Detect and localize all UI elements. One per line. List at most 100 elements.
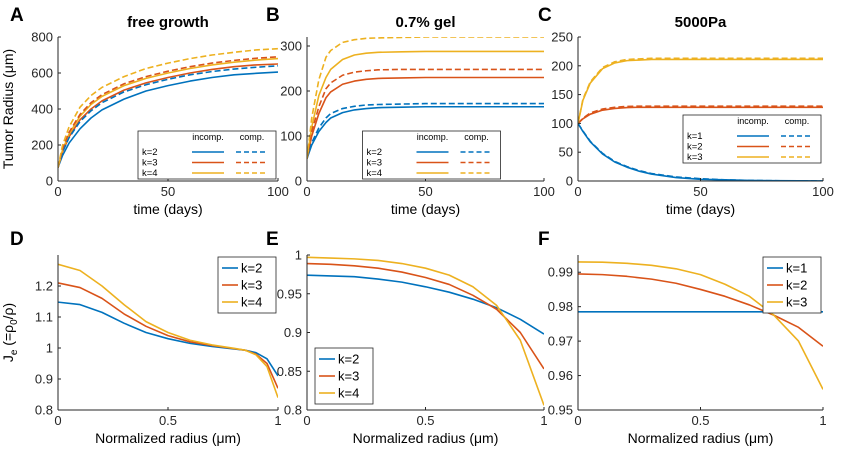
- legend: k=1 k=2 k=3: [762, 256, 822, 314]
- series-line-k-3-comp-: [307, 68, 544, 159]
- x-axis-label: Normalized radius (μm): [353, 430, 499, 446]
- y-tick-label: 200: [31, 138, 53, 153]
- panel-letter: E: [266, 229, 279, 250]
- legend-header-incomp: incomp.: [737, 116, 769, 126]
- legend: incomp. comp. k=2k=3k=4: [362, 130, 501, 180]
- legend-label: k=4: [241, 295, 262, 310]
- y-tick-label: 100: [551, 116, 573, 131]
- y-tick-label: 1.2: [35, 279, 53, 294]
- series-line-k-2-incomp-: [578, 106, 823, 124]
- series-line-k-2: [58, 301, 278, 377]
- y-tick-label: 300: [280, 39, 302, 54]
- y-tick-label: 150: [551, 87, 573, 102]
- x-tick-label: 1: [274, 413, 281, 428]
- y-tick-label: 0.97: [548, 334, 573, 349]
- series-line-k-2-incomp-: [58, 71, 278, 168]
- y-tick-label: 1: [295, 248, 302, 263]
- panel-letter: B: [266, 5, 280, 26]
- legend-box: [682, 114, 822, 164]
- series-group: [307, 37, 544, 159]
- legend-label: k=4: [367, 168, 383, 179]
- x-tick-label: 0: [574, 184, 581, 199]
- panel-letter: C: [538, 5, 552, 26]
- legend-header-comp: comp.: [785, 116, 810, 126]
- legend: incomp. comp. k=1k=2k=3: [682, 114, 822, 164]
- x-axis-label: time (days): [391, 201, 460, 217]
- series-line-k-4-comp-: [307, 37, 544, 159]
- legend-label: k=3: [241, 278, 262, 293]
- y-tick-label: 0.98: [548, 299, 573, 314]
- x-tick-label: 0.5: [159, 413, 177, 428]
- series-line-k-4-incomp-: [58, 57, 278, 168]
- y-tick-label: 100: [280, 129, 302, 144]
- legend-label: k=2: [786, 278, 807, 293]
- x-tick-label: 50: [161, 184, 175, 199]
- series-line-k-1-comp-: [578, 122, 823, 181]
- legend-label: k=3: [367, 158, 383, 169]
- panel-c: 0 50 100 0 50 100 150 200 250 time (days) 5000Pa Ci…: [538, 5, 834, 217]
- y-tick-label: 0.95: [277, 286, 302, 301]
- x-axis-label: time (days): [133, 201, 202, 217]
- x-tick-label: 0.5: [416, 413, 434, 428]
- x-tick-label: 0: [54, 184, 61, 199]
- panel-letter: D: [10, 229, 24, 250]
- legend: k=2 k=3 k=4: [217, 256, 277, 314]
- series-group: [58, 263, 278, 398]
- legend-label: k=2: [687, 142, 703, 153]
- x-tick-label: 50: [693, 184, 707, 199]
- y-tick-label: 0.8: [284, 403, 302, 418]
- panel-d: 0 0.5 1 0.8 0.9 1 1.1 1.2 Normalized radius (μm)…: [0, 229, 282, 446]
- y-tick-label: 600: [31, 66, 53, 81]
- legend-label: k=1: [687, 131, 703, 142]
- y-tick-label: 0.9: [35, 372, 53, 387]
- series-group: [307, 256, 544, 406]
- y-axis-label: Je (=ρ0/ρ): [0, 303, 20, 362]
- panel-a: 0 50 100 0 200 400 600 800 time (days) Tumor Radi…: [0, 5, 289, 217]
- y-tick-label: 0: [295, 174, 302, 189]
- legend-box: [137, 130, 277, 180]
- x-tick-label: 1: [540, 413, 547, 428]
- y-axis-label-part: 0: [9, 319, 20, 325]
- x-tick-label: 0.5: [691, 413, 709, 428]
- x-axis-label: Normalized radius (μm): [628, 430, 774, 446]
- y-axis-label-part: /ρ): [0, 303, 16, 320]
- series-group: [578, 57, 823, 181]
- series-line-k-4: [307, 256, 544, 406]
- legend-label: k=2: [367, 147, 383, 158]
- x-tick-label: 50: [418, 184, 432, 199]
- legend-header-comp: comp.: [240, 132, 265, 142]
- x-tick-label: 0: [303, 184, 310, 199]
- panel-title: 5000Pa: [675, 14, 727, 31]
- y-tick-label: 0: [566, 174, 573, 189]
- panel-letter: F: [538, 229, 550, 250]
- y-tick-label: 200: [551, 58, 573, 73]
- y-tick-label: 0.9: [284, 325, 302, 340]
- x-tick-label: 100: [812, 184, 834, 199]
- series-line-k-2: [578, 273, 823, 347]
- series-group: [58, 47, 278, 168]
- series-line-k-3-incomp-: [307, 76, 544, 159]
- series-line-k-2-incomp-: [307, 105, 544, 159]
- series-line-k-2: [307, 274, 544, 335]
- y-tick-label: 400: [31, 102, 53, 117]
- legend-label: k=3: [142, 158, 158, 169]
- y-tick-label: 800: [31, 30, 53, 45]
- x-tick-label: 100: [533, 184, 555, 199]
- panel-letter: A: [10, 5, 24, 26]
- x-axis-label: Normalized radius (μm): [95, 430, 241, 446]
- x-tick-label: 1: [819, 413, 826, 428]
- y-tick-label: 200: [280, 84, 302, 99]
- series-line-k-3-comp-: [578, 57, 823, 124]
- series-line-k-4-comp-: [58, 47, 278, 168]
- y-tick-label: 50: [559, 145, 573, 160]
- panel-title: 0.7% gel: [395, 14, 455, 31]
- legend-header-incomp: incomp.: [192, 132, 224, 142]
- legend-label: k=2: [338, 352, 359, 367]
- legend-label: k=1: [786, 261, 807, 276]
- x-tick-label: 0: [303, 413, 310, 428]
- y-tick-label: 250: [551, 30, 573, 45]
- y-tick-label: 0: [46, 174, 53, 189]
